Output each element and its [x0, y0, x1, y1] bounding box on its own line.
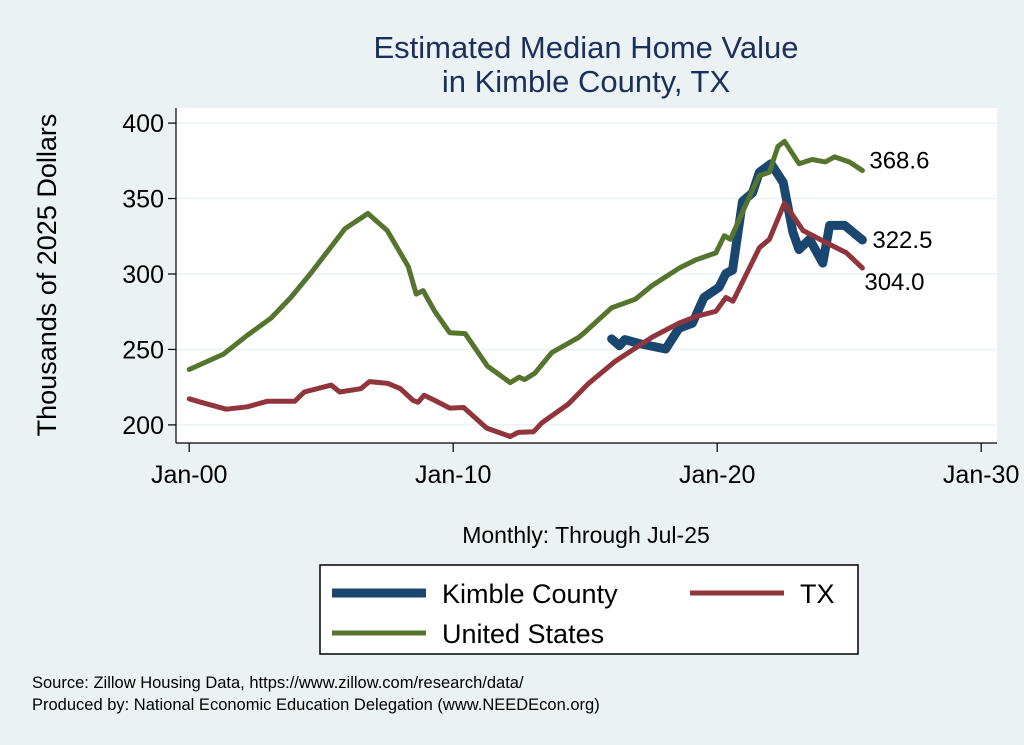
y-tick-label: 350: [122, 186, 164, 214]
y-axis-label: Thousands of 2025 Dollars: [32, 114, 62, 437]
producer-note: Produced by: National Economic Education…: [32, 696, 600, 714]
x-axis-label: Monthly: Through Jul-25: [462, 522, 710, 548]
x-tick-label: Jan-10: [415, 461, 491, 489]
end-label-us: 368.6: [869, 147, 929, 174]
source-note: Source: Zillow Housing Data, https://www…: [32, 674, 524, 692]
y-tick-label: 400: [122, 110, 164, 138]
y-tick-label: 200: [122, 412, 164, 440]
legend-label-us: United States: [442, 619, 604, 649]
chart-title-line-2: in Kimble County, TX: [442, 64, 731, 99]
legend: Kimble County TX United States: [319, 564, 859, 655]
legend-label-kimble: Kimble County: [442, 579, 618, 609]
x-tick-label: Jan-20: [679, 461, 755, 489]
y-tick-label: 250: [122, 336, 164, 364]
x-tick-label: Jan-30: [943, 461, 1019, 489]
y-tick-label: 300: [122, 261, 164, 289]
series-line-tx: [186, 200, 865, 439]
chart-title-line-1: Estimated Median Home Value: [373, 30, 798, 65]
legend-label-tx: TX: [800, 579, 835, 609]
legend-box: [319, 564, 859, 655]
x-tick-label: Jan-00: [151, 461, 227, 489]
end-label-kimble: 322.5: [872, 227, 932, 254]
end-label-tx: 304.0: [864, 269, 924, 296]
